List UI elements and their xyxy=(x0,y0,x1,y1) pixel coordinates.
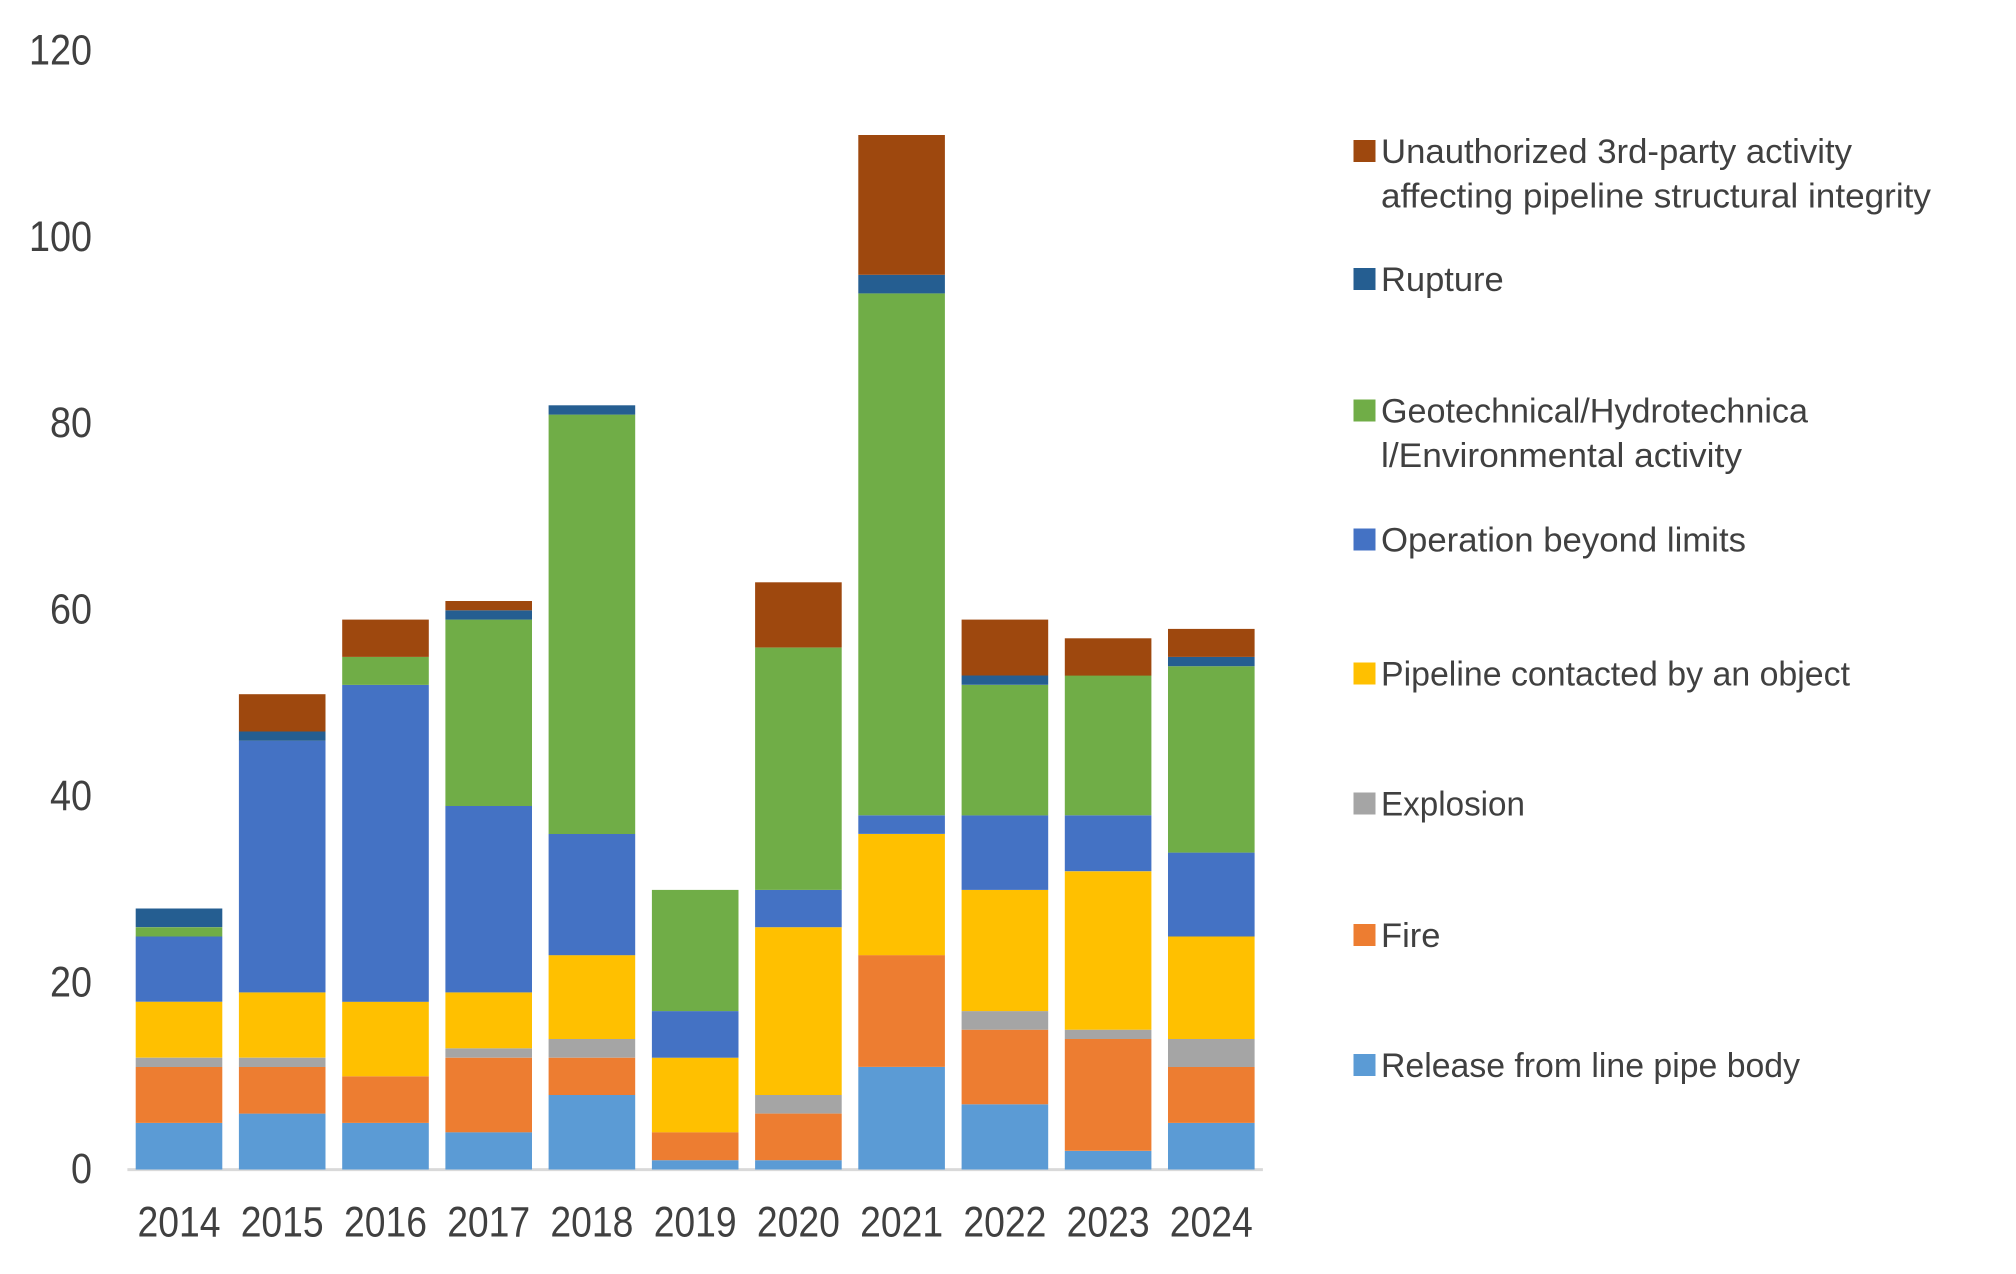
svg-text:2015: 2015 xyxy=(241,1199,324,1247)
svg-text:Fire: Fire xyxy=(1381,917,1440,955)
svg-text:l/Environmental activity: l/Environmental activity xyxy=(1381,437,1743,475)
svg-text:Explosion: Explosion xyxy=(1381,786,1525,824)
svg-text:0: 0 xyxy=(71,1145,92,1193)
svg-text:2023: 2023 xyxy=(1067,1199,1150,1247)
svg-text:2014: 2014 xyxy=(138,1199,221,1247)
svg-text:2016: 2016 xyxy=(344,1199,427,1247)
svg-text:2020: 2020 xyxy=(757,1199,840,1247)
svg-text:Geotechnical/Hydrotechnica: Geotechnical/Hydrotechnica xyxy=(1381,393,1809,431)
svg-text:Operation beyond limits: Operation beyond limits xyxy=(1381,522,1746,560)
svg-text:Pipeline contacted by an objec: Pipeline contacted by an object xyxy=(1381,656,1850,694)
svg-text:2019: 2019 xyxy=(654,1199,737,1247)
svg-text:120: 120 xyxy=(29,26,92,74)
svg-text:Unauthorized 3rd-party activit: Unauthorized 3rd-party activity xyxy=(1381,133,1853,171)
svg-text:2021: 2021 xyxy=(860,1199,943,1247)
svg-text:Rupture: Rupture xyxy=(1381,261,1504,299)
svg-text:affecting pipeline structural: affecting pipeline structural integrity xyxy=(1381,178,1932,216)
svg-text:100: 100 xyxy=(29,213,92,261)
svg-text:80: 80 xyxy=(50,399,92,447)
svg-text:2017: 2017 xyxy=(447,1199,530,1247)
svg-text:20: 20 xyxy=(50,958,92,1006)
svg-text:60: 60 xyxy=(50,586,92,634)
svg-text:2024: 2024 xyxy=(1170,1199,1253,1247)
svg-text:Release from line pipe body: Release from line pipe body xyxy=(1381,1047,1801,1085)
svg-text:40: 40 xyxy=(50,772,92,820)
svg-text:2022: 2022 xyxy=(963,1199,1046,1247)
svg-text:2018: 2018 xyxy=(550,1199,633,1247)
